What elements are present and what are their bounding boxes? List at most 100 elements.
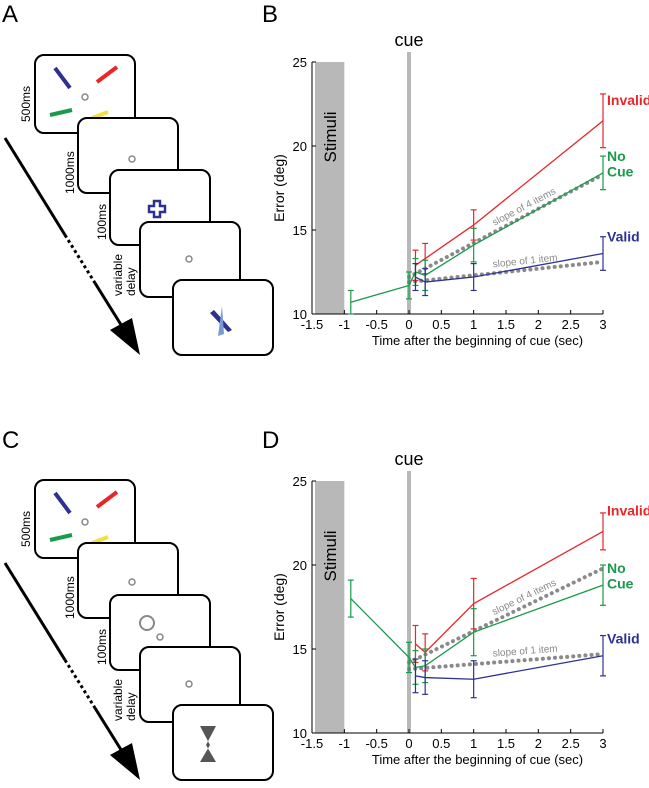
error-bar xyxy=(422,268,429,297)
x-tick-label: -1.5 xyxy=(301,736,323,751)
series-line xyxy=(415,655,604,680)
card xyxy=(172,279,274,356)
x-tick-label: 0.5 xyxy=(432,736,450,751)
stimulus xyxy=(49,533,73,542)
error-bar xyxy=(422,660,429,695)
stimulus xyxy=(53,491,72,515)
fixation xyxy=(128,155,136,163)
x-tick-label: 0.5 xyxy=(432,317,450,332)
y-tick-label: 25 xyxy=(293,474,307,489)
fixation xyxy=(128,578,136,586)
stimuli-label: Stimuli xyxy=(321,111,340,162)
y-tick-label: 25 xyxy=(293,55,307,70)
cue-label: cue xyxy=(394,30,423,50)
stimulus xyxy=(49,108,73,117)
step-label: 500ms xyxy=(19,511,33,547)
card xyxy=(172,704,274,781)
fixation xyxy=(185,255,193,263)
y-tick-label: 15 xyxy=(293,223,307,238)
x-axis-label: Time after the beginning of cue (sec) xyxy=(372,752,583,767)
error-bar xyxy=(600,93,606,149)
series-line xyxy=(415,252,604,283)
x-tick-label: -1 xyxy=(339,736,351,751)
stimulus xyxy=(95,65,119,84)
stimulus xyxy=(95,490,119,509)
series-line xyxy=(350,172,604,303)
y-tick-label: 15 xyxy=(293,642,307,657)
chart: Stimuli cue 10 15 20 25 -1.5 -1 -0.5 0 0.5 1 1.5 2 2.5… xyxy=(271,30,649,348)
cue-label: cue xyxy=(394,449,423,469)
step-label: 100ms xyxy=(95,629,109,665)
x-tick-label: -0.5 xyxy=(365,736,387,751)
x-tick-label: 2.5 xyxy=(562,736,580,751)
arrowhead xyxy=(110,743,140,780)
x-tick-label: 1.5 xyxy=(497,736,515,751)
timeline: 500ms 1000ms 100ms variabledelay xyxy=(3,54,274,356)
fixation xyxy=(81,93,89,101)
error-bar xyxy=(600,564,606,606)
series-label: Valid xyxy=(607,631,640,647)
x-tick-label: 2.5 xyxy=(562,317,580,332)
x-tick-label: 1 xyxy=(470,317,477,332)
x-tick-label: 3 xyxy=(599,317,606,332)
x-tick-label: 3 xyxy=(599,736,606,751)
x-tick-label: -1 xyxy=(339,317,351,332)
error-bar xyxy=(412,658,419,694)
y-axis-label: Error (deg) xyxy=(271,573,287,641)
y-tick-label: 20 xyxy=(293,558,307,573)
error-bar xyxy=(600,236,606,271)
stimuli-band xyxy=(315,62,345,314)
series-line xyxy=(415,120,604,266)
y-tick-label: 10 xyxy=(293,726,307,741)
reference-line xyxy=(407,566,605,665)
reference-label: slope of 4 items xyxy=(491,186,558,228)
fixation xyxy=(185,680,193,688)
x-tick-label: 2 xyxy=(535,317,542,332)
x-axis-label: Time after the beginning of cue (sec) xyxy=(372,333,583,348)
step-label: 100ms xyxy=(95,204,109,240)
stimulus xyxy=(53,66,72,90)
error-bar xyxy=(412,263,419,292)
series-line xyxy=(350,584,604,669)
cue xyxy=(147,199,167,219)
reference-label: slope of 1 item xyxy=(492,644,558,660)
y-axis-label: Error (deg) xyxy=(271,154,287,222)
x-tick-label: 0 xyxy=(405,317,412,332)
arrow xyxy=(3,562,67,661)
panel-label: B xyxy=(262,1,278,28)
x-tick-label: 2 xyxy=(535,736,542,751)
stimuli-band xyxy=(315,481,345,733)
reference-line xyxy=(407,652,605,672)
x-tick-label: 1 xyxy=(470,736,477,751)
arrowhead xyxy=(110,318,140,355)
probe xyxy=(200,726,216,762)
error-bar xyxy=(600,512,606,551)
x-tick-label: 1.5 xyxy=(497,317,515,332)
error-bar xyxy=(406,641,412,674)
arrow xyxy=(3,137,67,236)
x-tick-label: -1.5 xyxy=(301,317,323,332)
x-tick-label: -0.5 xyxy=(365,317,387,332)
y-tick-label: 10 xyxy=(293,307,307,322)
reference-label: slope of 4 items xyxy=(490,578,558,618)
arrow xyxy=(63,659,97,709)
y-tick-label: 20 xyxy=(293,139,307,154)
error-bar xyxy=(600,634,606,677)
series-label: Invalid xyxy=(607,92,649,108)
chart: Stimuli cue 10 15 20 25 -1.5 -1 -0.5 0 0.5 1 1.5 2 2.5… xyxy=(271,449,649,767)
error-bar xyxy=(470,660,477,699)
error-bar xyxy=(347,289,354,315)
error-bar xyxy=(470,608,477,657)
error-bar xyxy=(470,263,477,292)
step-label: variabledelay xyxy=(111,254,138,296)
reference-line xyxy=(407,259,605,285)
series-line xyxy=(415,530,604,654)
step-label: 500ms xyxy=(19,86,33,122)
panel-label: A xyxy=(2,1,18,28)
fixation xyxy=(81,518,89,526)
arrow xyxy=(63,234,97,284)
probe xyxy=(218,306,224,336)
series-label: Valid xyxy=(607,229,640,245)
series-label: Invalid xyxy=(607,502,649,518)
